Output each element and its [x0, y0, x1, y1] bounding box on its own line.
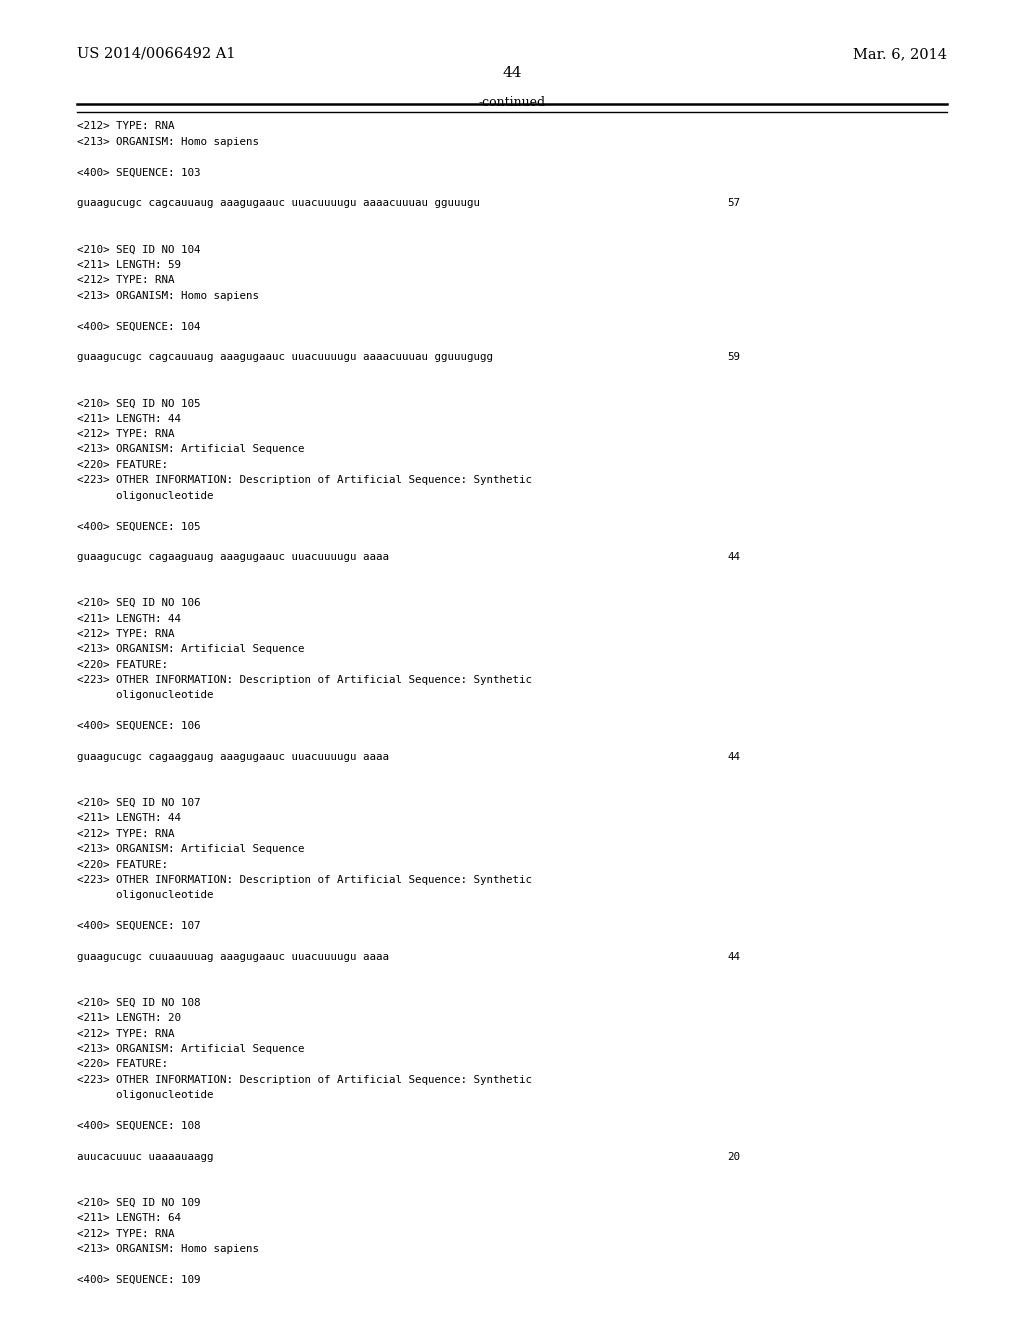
Text: <213> ORGANISM: Artificial Sequence: <213> ORGANISM: Artificial Sequence [77, 1044, 304, 1055]
Text: <210> SEQ ID NO 105: <210> SEQ ID NO 105 [77, 399, 201, 408]
Text: 44: 44 [727, 552, 740, 562]
Text: <210> SEQ ID NO 109: <210> SEQ ID NO 109 [77, 1199, 201, 1208]
Text: <400> SEQUENCE: 108: <400> SEQUENCE: 108 [77, 1121, 201, 1131]
Text: 20: 20 [727, 1152, 740, 1162]
Text: <211> LENGTH: 44: <211> LENGTH: 44 [77, 813, 181, 824]
Text: <212> TYPE: RNA: <212> TYPE: RNA [77, 429, 174, 440]
Text: guaagucugc cagaaggaug aaagugaauc uuacuuuugu aaaa: guaagucugc cagaaggaug aaagugaauc uuacuuu… [77, 752, 389, 762]
Text: <210> SEQ ID NO 104: <210> SEQ ID NO 104 [77, 244, 201, 255]
Text: <213> ORGANISM: Homo sapiens: <213> ORGANISM: Homo sapiens [77, 1243, 259, 1254]
Text: guaagucugc cuuaauuuag aaagugaauc uuacuuuugu aaaa: guaagucugc cuuaauuuag aaagugaauc uuacuuu… [77, 952, 389, 962]
Text: guaagucugc cagaaguaug aaagugaauc uuacuuuugu aaaa: guaagucugc cagaaguaug aaagugaauc uuacuuu… [77, 552, 389, 562]
Text: <212> TYPE: RNA: <212> TYPE: RNA [77, 121, 174, 132]
Text: 44: 44 [727, 952, 740, 962]
Text: <223> OTHER INFORMATION: Description of Artificial Sequence: Synthetic: <223> OTHER INFORMATION: Description of … [77, 1074, 531, 1085]
Text: 44: 44 [502, 66, 522, 81]
Text: <223> OTHER INFORMATION: Description of Artificial Sequence: Synthetic: <223> OTHER INFORMATION: Description of … [77, 475, 531, 486]
Text: <220> FEATURE:: <220> FEATURE: [77, 859, 168, 870]
Text: oligonucleotide: oligonucleotide [77, 1090, 213, 1101]
Text: oligonucleotide: oligonucleotide [77, 491, 213, 500]
Text: <211> LENGTH: 59: <211> LENGTH: 59 [77, 260, 181, 269]
Text: <400> SEQUENCE: 109: <400> SEQUENCE: 109 [77, 1275, 201, 1284]
Text: <210> SEQ ID NO 108: <210> SEQ ID NO 108 [77, 998, 201, 1008]
Text: <212> TYPE: RNA: <212> TYPE: RNA [77, 829, 174, 838]
Text: 44: 44 [727, 752, 740, 762]
Text: <211> LENGTH: 44: <211> LENGTH: 44 [77, 413, 181, 424]
Text: <400> SEQUENCE: 107: <400> SEQUENCE: 107 [77, 921, 201, 931]
Text: <213> ORGANISM: Artificial Sequence: <213> ORGANISM: Artificial Sequence [77, 445, 304, 454]
Text: <211> LENGTH: 64: <211> LENGTH: 64 [77, 1213, 181, 1224]
Text: <211> LENGTH: 44: <211> LENGTH: 44 [77, 614, 181, 623]
Text: <220> FEATURE:: <220> FEATURE: [77, 1060, 168, 1069]
Text: <211> LENGTH: 20: <211> LENGTH: 20 [77, 1014, 181, 1023]
Text: <400> SEQUENCE: 104: <400> SEQUENCE: 104 [77, 321, 201, 331]
Text: 57: 57 [727, 198, 740, 209]
Text: 59: 59 [727, 352, 740, 362]
Text: <400> SEQUENCE: 103: <400> SEQUENCE: 103 [77, 168, 201, 178]
Text: <400> SEQUENCE: 105: <400> SEQUENCE: 105 [77, 521, 201, 531]
Text: guaagucugc cagcauuaug aaagugaauc uuacuuuugu aaaacuuuau gguuugu: guaagucugc cagcauuaug aaagugaauc uuacuuu… [77, 198, 480, 209]
Text: guaagucugc cagcauuaug aaagugaauc uuacuuuugu aaaacuuuau gguuugugg: guaagucugc cagcauuaug aaagugaauc uuacuuu… [77, 352, 493, 362]
Text: oligonucleotide: oligonucleotide [77, 891, 213, 900]
Text: <400> SEQUENCE: 106: <400> SEQUENCE: 106 [77, 721, 201, 731]
Text: <210> SEQ ID NO 107: <210> SEQ ID NO 107 [77, 799, 201, 808]
Text: <223> OTHER INFORMATION: Description of Artificial Sequence: Synthetic: <223> OTHER INFORMATION: Description of … [77, 675, 531, 685]
Text: <220> FEATURE:: <220> FEATURE: [77, 459, 168, 470]
Text: <210> SEQ ID NO 106: <210> SEQ ID NO 106 [77, 598, 201, 609]
Text: oligonucleotide: oligonucleotide [77, 690, 213, 701]
Text: <223> OTHER INFORMATION: Description of Artificial Sequence: Synthetic: <223> OTHER INFORMATION: Description of … [77, 875, 531, 884]
Text: <220> FEATURE:: <220> FEATURE: [77, 660, 168, 669]
Text: <212> TYPE: RNA: <212> TYPE: RNA [77, 1028, 174, 1039]
Text: -continued: -continued [478, 96, 546, 108]
Text: <213> ORGANISM: Homo sapiens: <213> ORGANISM: Homo sapiens [77, 137, 259, 147]
Text: <212> TYPE: RNA: <212> TYPE: RNA [77, 628, 174, 639]
Text: <213> ORGANISM: Artificial Sequence: <213> ORGANISM: Artificial Sequence [77, 644, 304, 655]
Text: <213> ORGANISM: Artificial Sequence: <213> ORGANISM: Artificial Sequence [77, 845, 304, 854]
Text: <213> ORGANISM: Homo sapiens: <213> ORGANISM: Homo sapiens [77, 290, 259, 301]
Text: auucacuuuc uaaaauaagg: auucacuuuc uaaaauaagg [77, 1152, 213, 1162]
Text: <212> TYPE: RNA: <212> TYPE: RNA [77, 1229, 174, 1238]
Text: Mar. 6, 2014: Mar. 6, 2014 [853, 46, 947, 61]
Text: US 2014/0066492 A1: US 2014/0066492 A1 [77, 46, 236, 61]
Text: <212> TYPE: RNA: <212> TYPE: RNA [77, 276, 174, 285]
